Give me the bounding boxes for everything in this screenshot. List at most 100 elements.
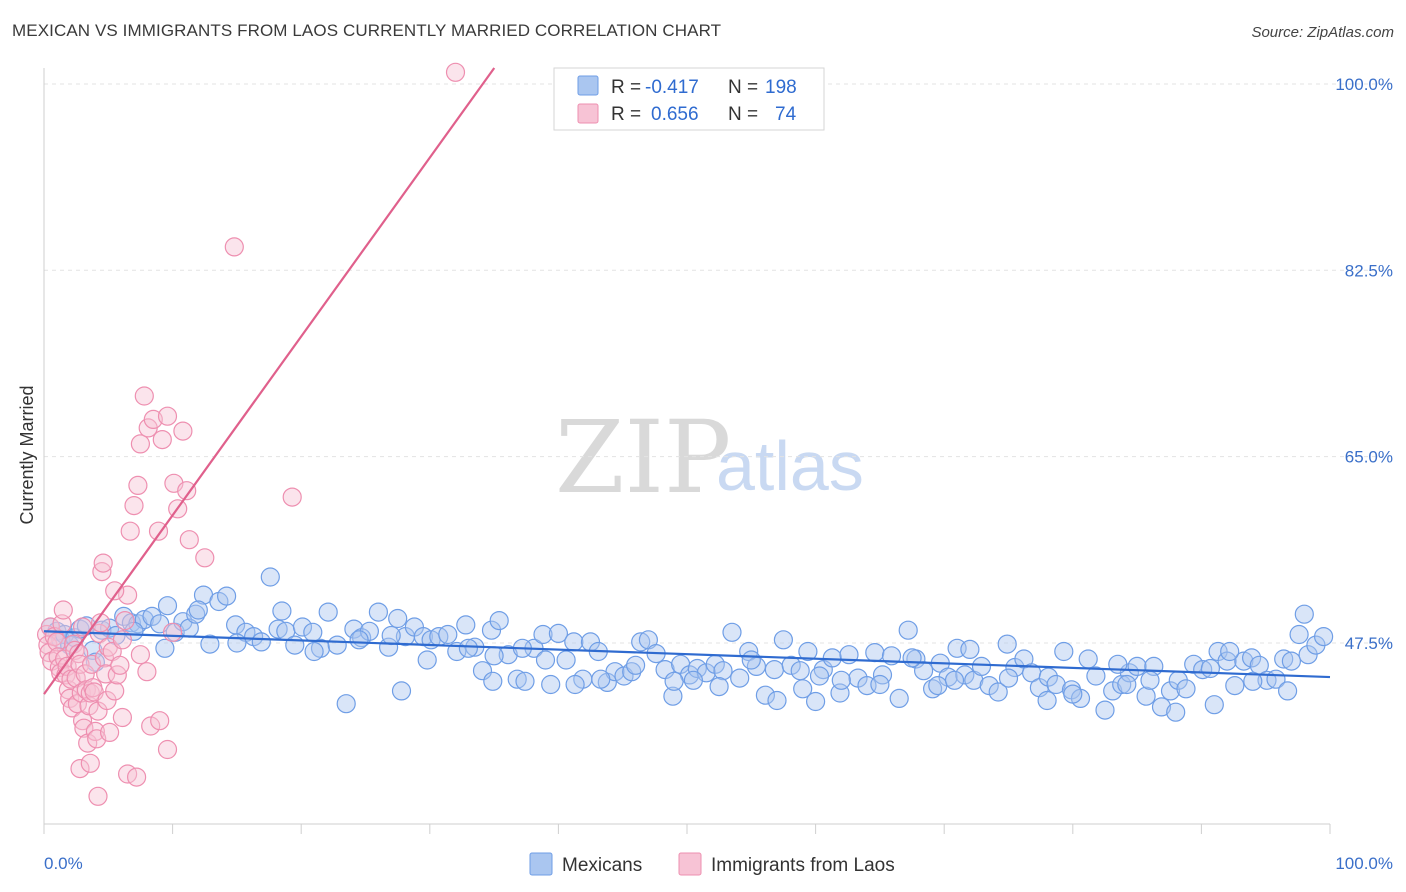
point-mexicans [200,634,220,654]
point-mexicans [1200,658,1221,679]
point-mexicans [889,688,909,709]
gridlines [44,83,1393,644]
point-laos [130,434,150,454]
point-mexicans [767,690,787,711]
point-laos [97,690,117,711]
point-mexicans [1037,690,1057,711]
point-mexicans [1166,702,1186,722]
point-mexicans [155,638,175,658]
point-laos [157,739,178,760]
point-mexicans [790,661,810,681]
point-mexicans [1117,674,1137,695]
point-mexicans [805,691,826,712]
point-laos [115,610,135,631]
point-mexicans [327,635,347,655]
point-mexicans [556,650,576,670]
point-mexicans [217,586,237,606]
point-mexicans [773,630,794,650]
point-mexicans [1078,649,1098,669]
point-mexicans [1054,641,1074,662]
point-mexicans [507,669,527,689]
point-laos [130,645,150,665]
y-tick-label: 82.5% [1345,261,1393,280]
point-mexicans [988,682,1008,702]
point-mexicans [92,620,112,640]
legend-n-label-1: N = [728,77,758,98]
trend-line-laos [43,67,496,695]
watermark-zip: ZIP [555,399,731,516]
point-mexicans [535,650,556,670]
point-laos [195,548,215,568]
point-mexicans [1243,671,1263,691]
point-mexicans [336,694,356,714]
point-laos [137,662,157,682]
legend-swatch-laos [577,103,599,124]
point-mexicans [798,641,818,662]
point-mexicans [388,608,408,629]
point-laos [124,496,144,516]
point-laos [105,581,125,601]
point-mexicans [1298,645,1318,665]
point-mexicans [741,650,761,670]
point-mexicans [188,600,208,620]
y-tick-label: 100.0% [1335,75,1393,94]
point-mexicans [663,686,683,706]
point-mexicans [349,630,369,650]
point-mexicans [1127,656,1147,677]
y-tick-labels: 47.5% 65.0% 82.5% 100.0% [1335,75,1393,653]
point-mexicans [1220,641,1240,662]
point-mexicans [285,635,305,655]
legend-r-value-2: 0.656 [651,104,699,125]
point-mexicans [865,642,885,663]
legend-r-label-2: R = [611,104,641,125]
legend-n-value-1: 198 [765,77,797,98]
point-mexicans [928,675,948,696]
legend-r-label-1: R = [611,77,641,98]
point-mexicans [489,610,509,631]
point-mexicans [971,656,992,677]
point-laos [445,62,466,82]
point-mexicans [481,620,502,640]
point-laos [152,430,172,450]
point-mexicans [227,633,247,653]
x-ticks [43,824,1331,834]
legend-r-value-1: -0.417 [645,77,699,98]
point-laos [105,681,125,701]
point-mexicans [955,665,975,685]
point-mexicans [498,645,518,665]
point-mexicans [591,669,611,689]
point-mexicans [251,632,271,652]
point-mexicans [1274,649,1294,669]
point-mexicans [870,674,890,695]
point-laos [47,632,67,652]
point-laos [282,487,302,507]
point-mexicans [1112,674,1132,695]
point-mexicans [368,602,388,622]
point-laos [163,622,183,642]
point-mexicans [1277,681,1298,701]
point-mexicans [456,615,476,635]
point-laos [173,421,193,441]
point-mexicans [687,658,707,679]
point-mexicans [625,655,646,675]
x-tick-label-min: 0.0% [44,854,83,873]
point-laos [70,654,90,674]
series-laos-points [36,62,466,806]
point-mexicans [515,671,535,691]
point-mexicans [1046,674,1066,695]
point-mexicans [438,624,458,645]
point-laos [80,753,100,773]
point-mexicans [722,622,742,642]
y-axis-label: Currently Married [17,385,37,524]
point-mexicans [664,671,684,691]
y-tick-label: 65.0% [1345,448,1393,467]
point-mexicans [318,602,338,622]
point-laos [99,722,120,743]
point-mexicans [548,623,569,644]
point-mexicans [142,606,162,627]
point-mexicans [997,634,1017,654]
point-mexicans [533,624,553,645]
point-laos [110,655,130,675]
watermark: ZIP atlas [555,399,864,516]
